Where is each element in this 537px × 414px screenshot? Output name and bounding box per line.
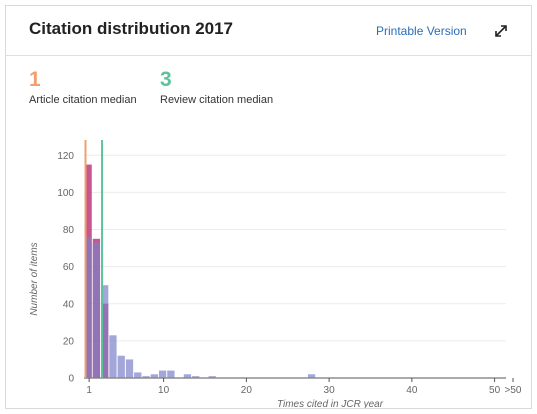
histogram-bar (308, 374, 315, 378)
histogram-bar (159, 371, 166, 378)
y-axis-title: Number of items (29, 242, 40, 315)
y-tick-label: 0 (68, 374, 74, 385)
x-tick-label: 10 (158, 385, 170, 396)
y-tick-label: 100 (57, 188, 74, 199)
histogram-bar (151, 374, 158, 378)
histogram-bar (142, 376, 149, 378)
citation-distribution-card: Citation distribution 2017 Printable Ver… (5, 5, 532, 409)
y-tick-label: 40 (63, 299, 75, 310)
article-median-value: 1 (29, 68, 137, 92)
histogram-bar (134, 372, 141, 378)
review-median-label: Review citation median (160, 94, 273, 106)
x-tick-label: 20 (241, 385, 253, 396)
card-header: Citation distribution 2017 Printable Ver… (6, 6, 531, 56)
histogram-bar (118, 356, 125, 378)
article-median-label: Article citation median (29, 94, 137, 106)
histogram-bar (126, 359, 133, 378)
x-tick-label: 1 (86, 385, 92, 396)
x-tick-label: >50 (505, 385, 522, 396)
histogram-bar (93, 243, 100, 378)
histogram-bar (167, 371, 174, 378)
x-axis-title: Times cited in JCR year (277, 399, 384, 409)
histogram-bar (184, 374, 191, 378)
citation-histogram: 0 20 40 60 80 100 120 1 10 20 30 40 50 >50 Times cited… (6, 136, 532, 409)
x-tick-label: 30 (324, 385, 336, 396)
expand-icon[interactable] (492, 22, 510, 40)
y-tick-label: 80 (63, 225, 75, 236)
histogram-bar (209, 376, 216, 378)
page-title: Citation distribution 2017 (29, 19, 233, 39)
x-tick-label: 40 (406, 385, 418, 396)
y-tick-label: 120 (57, 151, 74, 162)
histogram-bar (192, 376, 199, 378)
y-tick-label: 20 (63, 336, 75, 347)
article-median: 1 Article citation median (29, 68, 137, 106)
y-tick-label: 60 (63, 262, 75, 273)
review-median: 3 Review citation median (160, 68, 273, 106)
review-median-value: 3 (160, 68, 273, 92)
histogram-bar (109, 335, 116, 378)
x-tick-label: 50 (489, 385, 501, 396)
printable-version-link[interactable]: Printable Version (376, 24, 467, 38)
